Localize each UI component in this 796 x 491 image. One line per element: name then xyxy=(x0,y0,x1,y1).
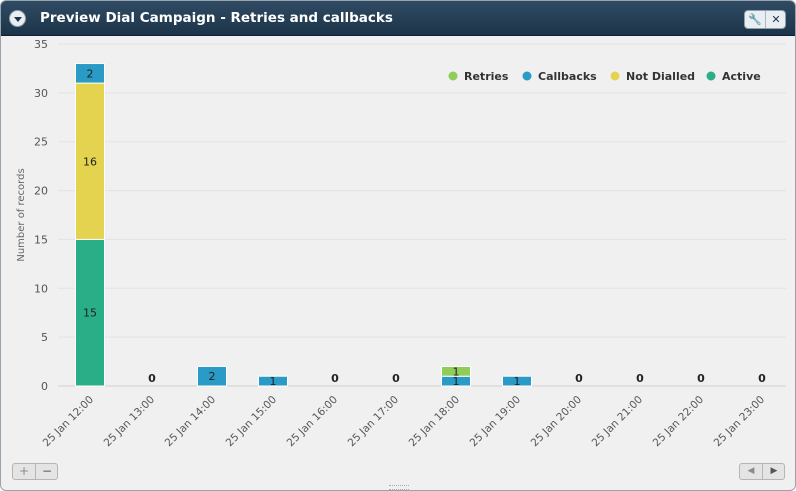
data-label: 0 xyxy=(758,372,766,385)
x-tick-label: 25 Jan 23:00 xyxy=(712,394,767,449)
scroll-controls: ◀ ▶ xyxy=(739,463,785,480)
legend-entry: Retries xyxy=(464,70,509,83)
x-tick-label: 25 Jan 13:00 xyxy=(102,394,157,449)
data-label: 1 xyxy=(453,375,460,388)
x-tick-label: 25 Jan 20:00 xyxy=(529,394,584,449)
data-label: 0 xyxy=(331,372,339,385)
data-label: 2 xyxy=(209,370,216,383)
bar-segment-callbacks xyxy=(75,63,105,84)
data-label: 0 xyxy=(392,372,400,385)
minus-icon[interactable]: − xyxy=(41,464,53,478)
data-label: 1 xyxy=(453,365,460,378)
bar-segment-active xyxy=(75,238,105,387)
y-axis-label: Number of records xyxy=(16,168,27,261)
title-buttons: 🔧 ✕ xyxy=(744,10,786,29)
bar-segment-retries xyxy=(441,365,471,377)
data-label: 1 xyxy=(514,375,521,388)
x-tick-label: 25 Jan 12:00 xyxy=(41,394,96,449)
resize-grip[interactable] xyxy=(389,485,409,490)
y-tick-label: 5 xyxy=(41,331,48,344)
y-tick-label: 15 xyxy=(34,233,48,246)
y-tick-label: 20 xyxy=(34,185,48,198)
legend-swatch-active xyxy=(706,71,716,81)
wrench-icon[interactable]: 🔧 xyxy=(745,11,766,28)
x-tick-label: 25 Jan 14:00 xyxy=(163,394,218,449)
data-label: 0 xyxy=(636,372,644,385)
x-tick-label: 25 Jan 18:00 xyxy=(407,394,462,449)
y-tick-label: 30 xyxy=(34,87,48,100)
data-label: 0 xyxy=(697,372,705,385)
x-tick-label: 25 Jan 17:00 xyxy=(346,394,401,449)
y-tick-label: 10 xyxy=(34,282,48,295)
triangle-left-icon[interactable]: ◀ xyxy=(740,464,763,479)
legend-entry: Not Dialled xyxy=(626,70,695,83)
data-label: 2 xyxy=(87,67,94,80)
plus-icon[interactable]: + xyxy=(13,464,36,479)
close-icon[interactable]: ✕ xyxy=(771,13,781,26)
y-tick-label: 35 xyxy=(34,38,48,51)
bar-segment-callbacks xyxy=(502,375,532,387)
data-label: 16 xyxy=(83,155,97,168)
legend-entry: Active xyxy=(722,70,761,83)
legend-swatch-retries xyxy=(448,71,458,81)
data-label: 0 xyxy=(148,372,156,385)
legend-swatch-not_dialled xyxy=(610,71,620,81)
bar-segment-callbacks xyxy=(197,365,227,387)
x-tick-label: 25 Jan 22:00 xyxy=(651,394,706,449)
chevron-down-icon[interactable] xyxy=(9,10,26,27)
title-bar: Preview Dial Campaign - Retries and call… xyxy=(1,1,795,36)
bar-segment-not_dialled xyxy=(75,82,105,240)
x-tick-label: 25 Jan 21:00 xyxy=(590,394,645,449)
zoom-controls: + − xyxy=(12,463,58,480)
x-tick-label: 25 Jan 16:00 xyxy=(285,394,340,449)
bar-segment-callbacks xyxy=(258,375,288,387)
widget-title: Preview Dial Campaign - Retries and call… xyxy=(40,10,393,26)
data-label: 0 xyxy=(575,372,583,385)
triangle-right-icon[interactable]: ▶ xyxy=(770,466,778,476)
x-tick-label: 25 Jan 15:00 xyxy=(224,394,279,449)
y-tick-label: 25 xyxy=(34,136,48,149)
data-label: 15 xyxy=(83,307,97,320)
data-label: 1 xyxy=(270,375,277,388)
legend-swatch-callbacks xyxy=(522,71,532,81)
x-tick-label: 25 Jan 19:00 xyxy=(468,394,523,449)
y-tick-label: 0 xyxy=(41,380,48,393)
legend-entry: Callbacks xyxy=(538,70,597,83)
